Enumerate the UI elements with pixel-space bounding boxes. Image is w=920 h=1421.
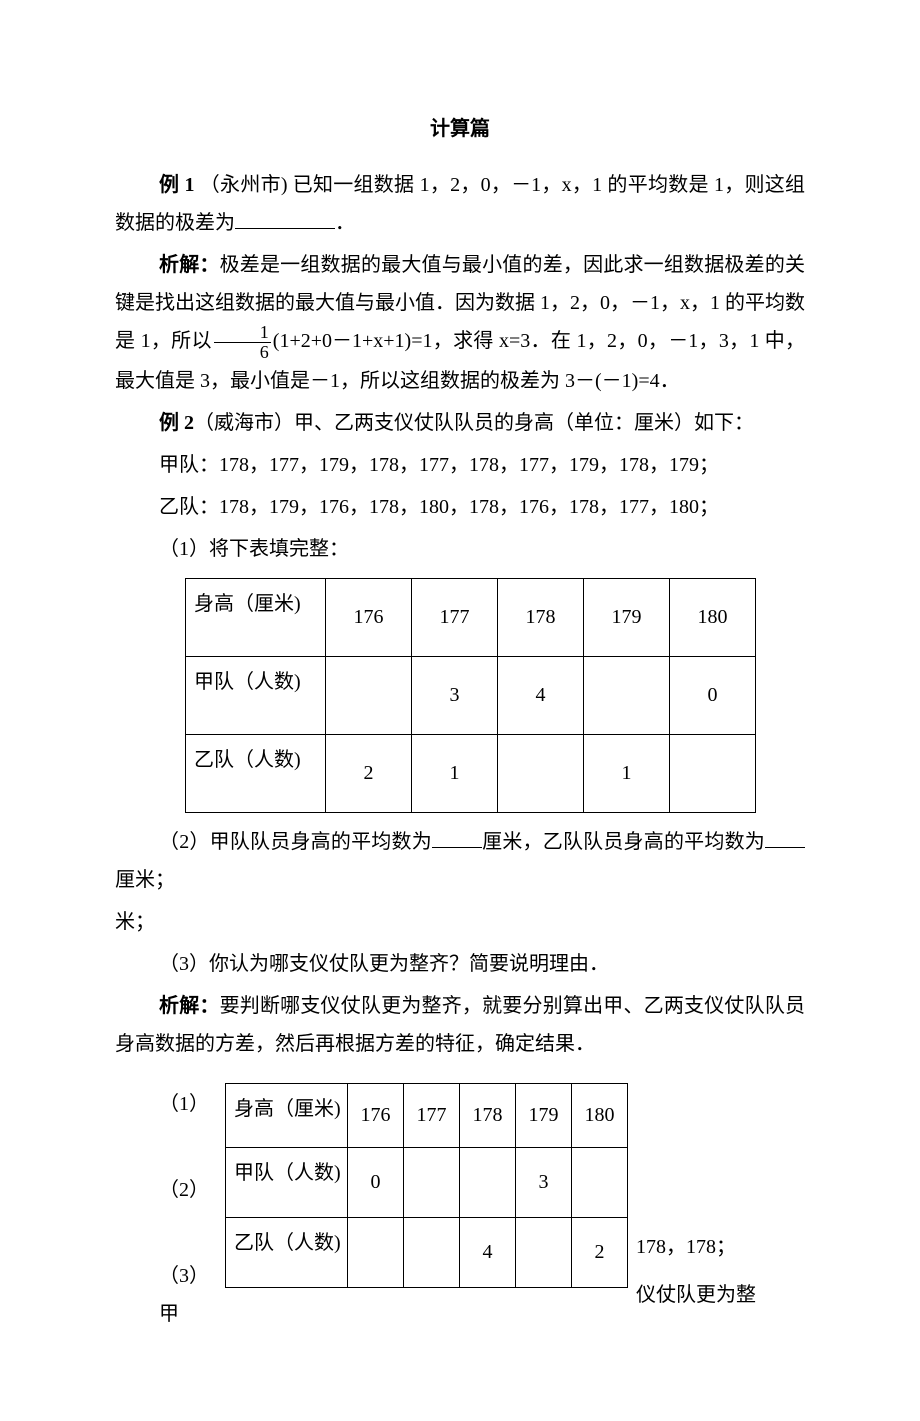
th-177: 177 <box>404 1083 460 1147</box>
table-row: 甲队（人数) 0 3 <box>226 1147 628 1217</box>
th-177: 177 <box>412 578 498 656</box>
blank-fill <box>765 847 805 848</box>
blank-fill <box>432 847 482 848</box>
sub3: （3）甲 <box>159 1257 225 1333</box>
sub2: （2） <box>159 1171 225 1209</box>
example-2-analysis: 析解：要判断哪支仪仗队更为整齐，就要分别算出甲、乙两支仪仗队队员身高数据的方差，… <box>115 987 805 1063</box>
td <box>348 1217 404 1287</box>
td <box>460 1147 516 1217</box>
q2-tail: 米； <box>115 903 805 941</box>
td <box>326 656 412 734</box>
td <box>572 1147 628 1217</box>
team-yi-data: 乙队：178，179，176，178，180，178，176，178，177，1… <box>115 488 805 526</box>
td <box>670 734 756 812</box>
example-1-label: 例 1 <box>159 174 195 196</box>
table-row: 身高（厘米) 176 177 178 179 180 <box>226 1083 628 1147</box>
th-180: 180 <box>670 578 756 656</box>
fraction-den: 6 <box>214 343 271 362</box>
analysis-label: 析解： <box>159 254 220 276</box>
q2-b: 厘米，乙队队员身高的平均数为 <box>482 831 765 853</box>
th-176: 176 <box>348 1083 404 1147</box>
example-2-label: 例 2 <box>159 412 194 434</box>
fraction-num: 1 <box>214 323 271 343</box>
q2-a: （2）甲队队员身高的平均数为 <box>159 831 432 853</box>
td-yi-label: 乙队（人数) <box>226 1217 348 1287</box>
td <box>498 734 584 812</box>
td-jia-label: 甲队（人数) <box>186 656 326 734</box>
answer-row: （1） （2） （3）甲 身高（厘米) 176 177 178 179 180 … <box>115 1073 805 1381</box>
table-row: 甲队（人数) 3 4 0 <box>186 656 756 734</box>
td: 1 <box>412 734 498 812</box>
section-title: 计算篇 <box>115 110 805 148</box>
th-178: 178 <box>460 1083 516 1147</box>
td: 0 <box>348 1147 404 1217</box>
answer-labels-col: （1） （2） （3）甲 <box>115 1073 225 1381</box>
example-1: 例 1 （永州市) 已知一组数据 1，2，0，－1，x，1 的平均数是 1，则这… <box>115 166 805 242</box>
td: 2 <box>326 734 412 812</box>
th-180: 180 <box>572 1083 628 1147</box>
table-row: 身高（厘米) 176 177 178 179 180 <box>186 578 756 656</box>
td: 0 <box>670 656 756 734</box>
td: 3 <box>412 656 498 734</box>
height-table-1: 身高（厘米) 176 177 178 179 180 甲队（人数) 3 4 0 … <box>185 578 756 813</box>
example-1-analysis: 析解：极差是一组数据的最大值与最小值的差，因此求一组数据极差的关键是找出这组数据… <box>115 246 805 400</box>
team-jia-data: 甲队：178，177，179，178，177，178，177，179，178，1… <box>115 446 805 484</box>
q1: （1）将下表填完整： <box>115 530 805 568</box>
sub1: （1） <box>159 1085 225 1123</box>
td <box>584 656 670 734</box>
right-text-1: 178，178； <box>636 1223 805 1271</box>
td <box>516 1217 572 1287</box>
th-179: 179 <box>584 578 670 656</box>
period: ． <box>335 212 355 234</box>
td <box>404 1217 460 1287</box>
q3: （3）你认为哪支仪仗队更为整齐？简要说明理由． <box>115 945 805 983</box>
th-176: 176 <box>326 578 412 656</box>
q2-c: 厘米； <box>115 869 175 891</box>
th-178: 178 <box>498 578 584 656</box>
fraction-one-sixth: 16 <box>214 323 271 362</box>
example-1-source: （永州市) <box>200 174 288 196</box>
td-jia-label: 甲队（人数) <box>226 1147 348 1217</box>
th-height: 身高（厘米) <box>186 578 326 656</box>
answer-table-col: 身高（厘米) 176 177 178 179 180 甲队（人数) 0 3 乙队… <box>225 1073 628 1298</box>
td: 4 <box>498 656 584 734</box>
right-text-2: 仪仗队更为整 <box>636 1271 805 1319</box>
td: 1 <box>584 734 670 812</box>
blank-fill <box>235 228 335 229</box>
td: 4 <box>460 1217 516 1287</box>
th-height: 身高（厘米) <box>226 1083 348 1147</box>
q2: （2）甲队队员身高的平均数为 厘米，乙队队员身高的平均数为厘米； <box>115 823 805 899</box>
td-yi-label: 乙队（人数) <box>186 734 326 812</box>
table-row: 乙队（人数) 4 2 <box>226 1217 628 1287</box>
example-2-source: （威海市） <box>194 412 294 434</box>
th-179: 179 <box>516 1083 572 1147</box>
analysis-label: 析解： <box>159 995 220 1017</box>
table-row: 乙队（人数) 2 1 1 <box>186 734 756 812</box>
height-table-2: 身高（厘米) 176 177 178 179 180 甲队（人数) 0 3 乙队… <box>225 1083 628 1288</box>
answer-right-col: 178，178； 仪仗队更为整 <box>628 1073 805 1319</box>
example-2: 例 2（威海市）甲、乙两支仪仗队队员的身高（单位：厘米）如下： <box>115 404 805 442</box>
example-2-text: 甲、乙两支仪仗队队员的身高（单位：厘米）如下： <box>294 412 754 434</box>
td: 3 <box>516 1147 572 1217</box>
td <box>404 1147 460 1217</box>
td: 2 <box>572 1217 628 1287</box>
